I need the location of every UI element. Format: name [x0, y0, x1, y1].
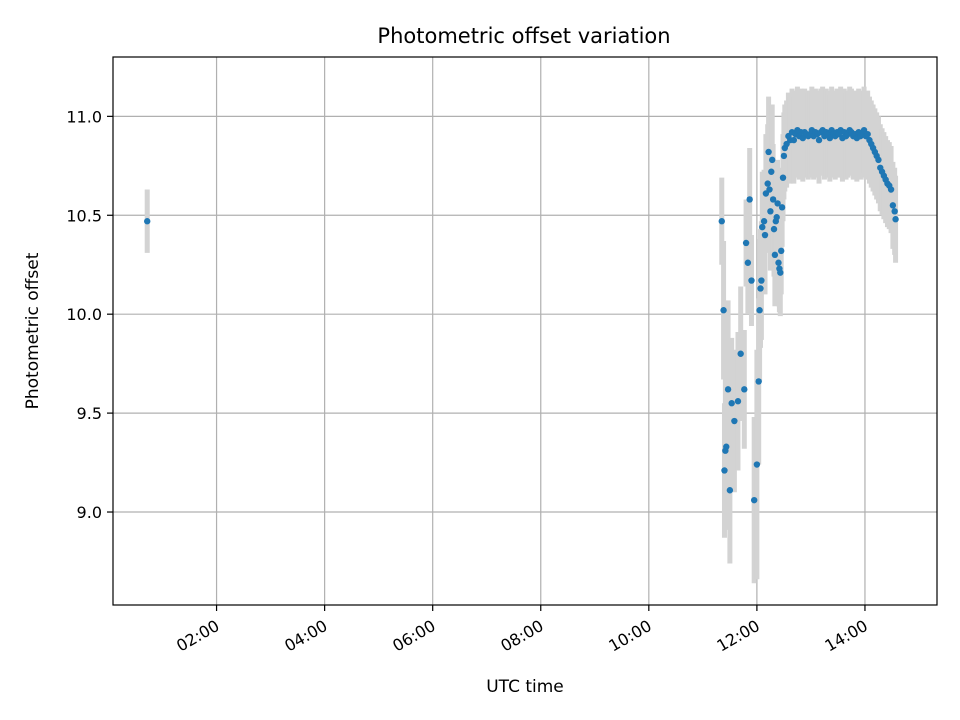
- data-point: [770, 225, 778, 233]
- y-tick-label: 10.0: [66, 305, 102, 324]
- x-tick-label: 08:00: [497, 616, 546, 656]
- data-point: [734, 398, 742, 405]
- data-point: [892, 216, 899, 223]
- data-point: [778, 247, 785, 255]
- chart-title: Photometric offset variation: [377, 24, 670, 48]
- data-point: [748, 277, 755, 284]
- data-point: [737, 350, 744, 357]
- data-point: [765, 148, 772, 156]
- data-point: [771, 251, 779, 259]
- y-tick-label: 10.5: [66, 206, 102, 225]
- data-point: [718, 218, 725, 225]
- data-point: [723, 443, 730, 450]
- data-point: [721, 467, 728, 474]
- data-point: [759, 223, 766, 231]
- data-point: [744, 259, 752, 266]
- data-point: [761, 231, 769, 239]
- data-point: [779, 174, 787, 181]
- data-point: [750, 496, 758, 504]
- y-tick-label: 9.0: [77, 503, 102, 522]
- data-point: [887, 186, 895, 193]
- data-point: [726, 487, 734, 494]
- data-point: [753, 461, 761, 468]
- data-point: [724, 386, 732, 393]
- data-point: [775, 259, 782, 266]
- data-point: [741, 386, 748, 393]
- x-tick-label: 12:00: [713, 616, 762, 656]
- x-tick-label: 10:00: [605, 616, 654, 656]
- data-point: [746, 196, 753, 203]
- x-tick-label: 04:00: [281, 616, 330, 656]
- data-point: [790, 136, 798, 144]
- data-point: [767, 208, 774, 215]
- data-point: [769, 196, 777, 203]
- data-point: [757, 285, 764, 292]
- data-point: [731, 417, 738, 425]
- data-point: [778, 204, 786, 211]
- x-tick-label: 14:00: [822, 616, 871, 656]
- data-point: [777, 269, 784, 276]
- plot-frame: [112, 56, 938, 606]
- data-point: [815, 136, 823, 144]
- y-tick-label: 9.5: [77, 404, 102, 423]
- data-point: [764, 180, 771, 187]
- data-point: [742, 239, 750, 247]
- x-tick-label: 02:00: [173, 616, 222, 656]
- data-point: [773, 214, 780, 221]
- data-point: [755, 378, 762, 385]
- data-point: [720, 307, 727, 314]
- y-axis-ticks: 9.0 9.5 10.0 10.5 11.0: [66, 107, 113, 522]
- data-point: [768, 168, 775, 175]
- data-point: [728, 400, 735, 407]
- data-point: [769, 156, 776, 164]
- data-point: [875, 156, 882, 164]
- error-bars: [144, 86, 899, 584]
- data-point: [756, 307, 763, 314]
- data-point: [889, 202, 897, 209]
- data-point: [780, 152, 788, 160]
- data-point: [774, 200, 781, 207]
- x-tick-label: 06:00: [389, 616, 438, 656]
- y-axis-label: Photometric offset: [23, 252, 43, 409]
- data-point: [864, 130, 871, 138]
- data-points: [144, 126, 899, 504]
- x-axis-ticks: 02:00 04:00 06:00 08:00 10:00 12:00 14:00: [173, 605, 871, 656]
- y-tick-label: 11.0: [66, 107, 102, 126]
- data-point: [760, 218, 768, 225]
- data-point: [766, 186, 773, 193]
- data-point: [891, 208, 898, 215]
- x-axis-label: UTC time: [486, 677, 564, 697]
- data-point: [144, 218, 151, 225]
- data-point: [758, 277, 765, 284]
